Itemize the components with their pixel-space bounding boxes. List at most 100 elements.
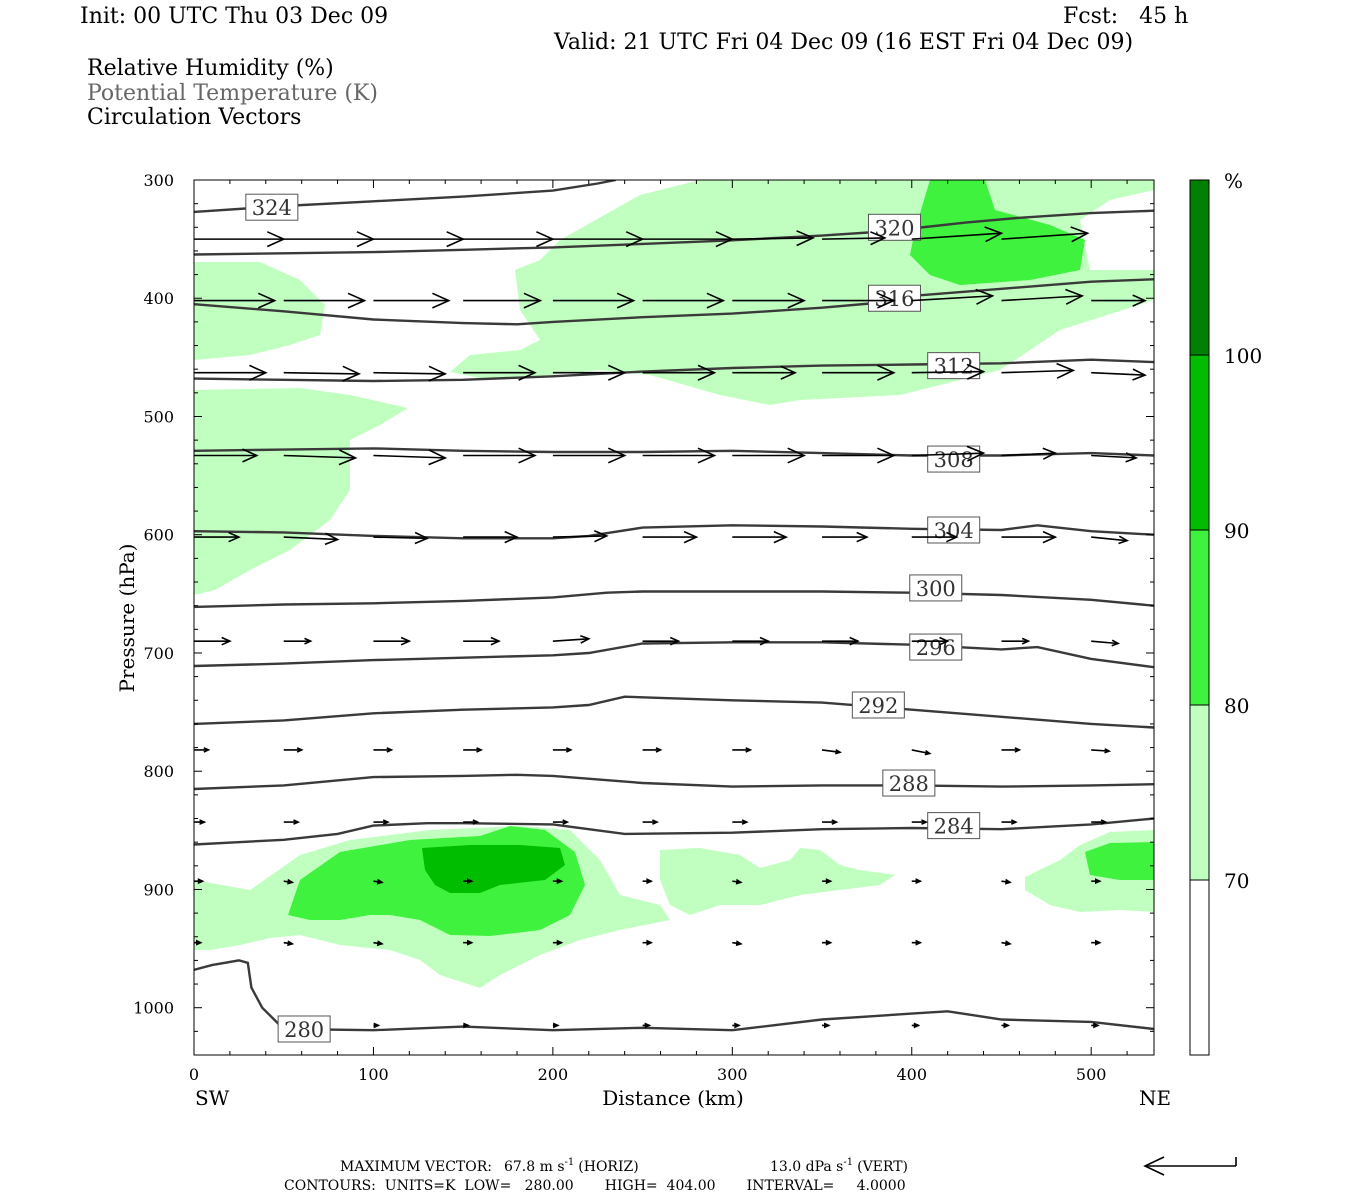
colorbar-label-100: 100 xyxy=(1224,344,1262,368)
circulation-vector xyxy=(463,292,543,309)
circulation-vector xyxy=(732,878,743,885)
circulation-vector xyxy=(552,819,570,825)
circulation-vector xyxy=(911,636,950,646)
circulation-vector xyxy=(373,940,384,947)
circulation-vector xyxy=(194,878,205,885)
ne-label: NE xyxy=(1139,1086,1171,1110)
circulation-vector xyxy=(373,231,466,248)
circulation-vector xyxy=(1001,447,1058,460)
theta-label-box xyxy=(867,284,921,312)
circulation-vector xyxy=(283,819,301,825)
circulation-vector xyxy=(642,878,654,885)
circulation-vector xyxy=(911,878,923,885)
circulation-vector xyxy=(283,292,367,309)
circulation-vector xyxy=(732,1022,741,1029)
circulation-vector xyxy=(911,226,1004,243)
theta-contour-316 xyxy=(194,278,1154,326)
circulation-vector xyxy=(194,939,203,946)
circulation-vector xyxy=(194,819,207,826)
x-tick-label: 200 xyxy=(538,1065,569,1084)
circulation-vector xyxy=(642,231,735,248)
circulation-vector xyxy=(283,449,358,466)
theta-contour-292 xyxy=(194,695,1154,729)
circulation-vector xyxy=(283,231,376,248)
circulation-vector xyxy=(373,365,448,382)
x-tick-label: 0 xyxy=(189,1065,199,1084)
circulation-vector xyxy=(911,445,986,462)
colorbar-swatch-80 xyxy=(1189,529,1210,706)
colorbar-swatch-below-70 xyxy=(1189,879,1210,1056)
rh-colorbar: % 70 80 90 100 xyxy=(1189,169,1262,1056)
theta-label-box xyxy=(867,213,921,241)
circulation-vector xyxy=(463,1022,470,1029)
circulation-vector xyxy=(911,531,959,543)
circulation-vector xyxy=(1091,535,1130,545)
fcst-label: Fcst: 45 h xyxy=(1063,4,1189,29)
circulation-vector xyxy=(642,747,663,753)
circulation-vector xyxy=(822,819,839,825)
circulation-vector xyxy=(1001,819,1018,825)
circulation-vector xyxy=(283,532,340,546)
circulation-vector xyxy=(822,636,860,646)
theta-contour-312 xyxy=(194,358,1154,383)
circulation-vector xyxy=(463,530,519,544)
y-tick-label: 700 xyxy=(143,644,174,663)
circulation-vector xyxy=(911,939,923,946)
circulation-vector xyxy=(552,447,627,464)
circulation-vector xyxy=(822,1022,831,1029)
circulation-vector xyxy=(911,1022,921,1029)
circulation-vector xyxy=(373,292,451,309)
theta-label-box xyxy=(909,633,963,661)
x-tick-label: 300 xyxy=(717,1065,748,1084)
circulation-vector xyxy=(642,1022,652,1029)
theta-label-box xyxy=(851,691,905,719)
theta-label-284: 284 xyxy=(934,815,974,839)
y-tick-label: 600 xyxy=(143,526,174,545)
circulation-vector xyxy=(732,292,807,309)
circulation-vector xyxy=(1001,637,1031,645)
colorbar-label-90: 90 xyxy=(1224,519,1249,543)
circulation-vector xyxy=(1001,940,1012,947)
circulation-vector xyxy=(1091,819,1108,825)
circulation-vector xyxy=(642,636,681,646)
colorbar-swatch-100 xyxy=(1189,179,1210,356)
circulation-vector xyxy=(822,364,896,381)
circulation-vector xyxy=(642,364,717,381)
y-tick-label: 400 xyxy=(143,289,174,308)
circulation-vector xyxy=(463,231,555,248)
circulation-vector xyxy=(732,747,753,753)
theta-contour-304 xyxy=(194,524,1154,540)
theta-contour-280 xyxy=(194,959,1154,1032)
svg-text:MAXIMUM VECTOR:67.8 m s-1(HORI: MAXIMUM VECTOR: 67.8 m s-1 (HORIZ) xyxy=(340,1157,639,1175)
rh-70-region-left-mid xyxy=(194,388,408,595)
rh-70-region-mid xyxy=(660,848,895,915)
circulation-vectors xyxy=(194,226,1147,1029)
circulation-vector xyxy=(642,819,659,825)
rh-70-region-left xyxy=(194,262,325,360)
circulation-vector xyxy=(642,939,654,946)
circulation-vector xyxy=(552,939,564,946)
theta-label-300: 300 xyxy=(916,577,956,601)
theta-label-box xyxy=(927,812,981,840)
circulation-vector xyxy=(732,636,771,646)
circulation-vector xyxy=(1091,748,1112,754)
circulation-vector xyxy=(732,530,789,544)
circulation-vector xyxy=(822,531,869,543)
theta-label-box xyxy=(882,769,936,797)
theta-label-316: 316 xyxy=(874,287,914,311)
svg-text:13.0 dPa s-1(VERT): 13.0 dPa s-1 (VERT) xyxy=(770,1157,908,1175)
circulation-vector xyxy=(822,447,896,464)
circulation-vector xyxy=(283,637,313,645)
x-tick-label: 400 xyxy=(896,1065,927,1084)
circulation-vector xyxy=(1091,639,1121,647)
circulation-vector xyxy=(463,636,501,646)
theta-label-288: 288 xyxy=(889,772,929,796)
circulation-vector xyxy=(463,939,474,946)
circulation-vector xyxy=(822,292,896,309)
init-label: Init: 00 UTC Thu 03 Dec 09 xyxy=(80,4,389,29)
circulation-vector xyxy=(732,230,816,247)
circulation-vector xyxy=(373,636,412,646)
circulation-vector xyxy=(1001,226,1090,243)
x-axis-title: Distance (km) xyxy=(602,1086,744,1110)
